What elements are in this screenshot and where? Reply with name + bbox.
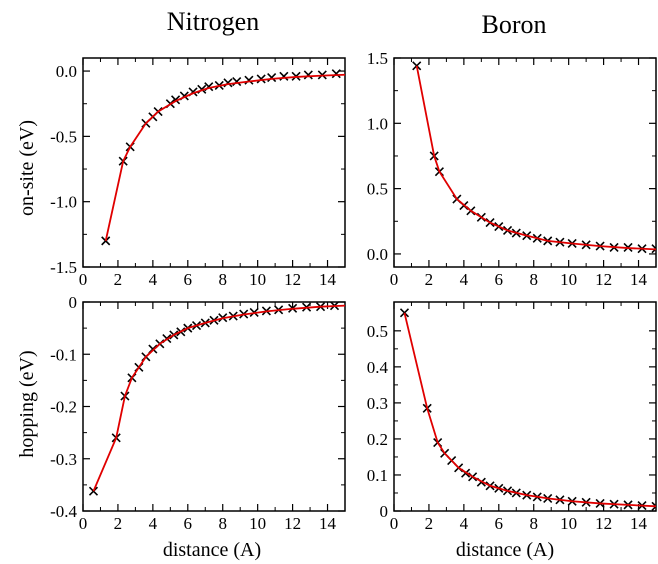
panel-nitrogen-hopping: 0 2 4 6 8 10 12 14 -0.4 -0.3 -0.2 -0.1 0 [50,293,346,533]
plot-frame [393,301,657,512]
x-tick-label: 2 [425,270,434,289]
y-tick-label: 0.4 [367,358,389,377]
y-tick-label: -0.5 [50,127,77,146]
x-tick-label: 8 [529,514,538,533]
plot-frame [82,57,346,268]
x-tick-label: 0 [390,514,399,533]
x-axis-label-left: distance (A) [163,539,261,561]
x-tick-label: 6 [495,270,504,289]
y-tick-label: 0.5 [367,180,388,199]
x-tick-label: 4 [460,514,469,533]
x-tick-label: 10 [560,514,577,533]
x-tick-label: 10 [560,270,577,289]
data-point-x-marker [256,74,266,84]
column-title-boron: Boron [482,10,547,39]
data-point-x-marker [232,76,242,87]
data-point-x-marker [303,70,313,80]
plot-area [412,61,656,254]
data-point-x-marker [412,61,422,71]
plot-area [101,69,345,246]
x-tick-label: 4 [460,270,469,289]
y-tick-label: 0.3 [367,394,388,413]
data-point-x-marker [267,73,277,83]
x-tick-label: 4 [149,514,158,533]
data-point-x-marker [88,486,99,496]
column-title-nitrogen: Nitrogen [167,7,259,36]
data-point-x-marker [331,69,341,79]
x-tick-label: 8 [529,270,538,289]
x-tick-label: 2 [114,514,123,533]
fit-line [104,73,345,242]
x-tick-label: 12 [284,514,301,533]
y-tick-label: 0.2 [367,430,388,449]
x-tick-label: 8 [218,270,227,289]
y-tick-label: 0 [380,502,389,521]
x-tick-label: 6 [184,270,193,289]
data-point-x-marker [244,75,254,85]
y-tick-label: 0.0 [56,62,77,81]
plot-frame [393,57,657,268]
x-tick-label: 14 [319,270,337,289]
y-tick-label: -0.1 [50,345,77,364]
y-tick-label: -0.4 [50,502,77,521]
x-tick-label: 4 [149,270,158,289]
panel-boron-hopping: 0 2 4 6 8 10 12 14 0 0.1 0.2 0.3 0.4 0.5 [367,301,657,533]
y-tick-label: -1.5 [50,258,77,277]
y-tick-label: -1.0 [50,193,77,212]
y-tick-label: 1.0 [367,114,388,133]
x-tick-label: 12 [595,270,612,289]
x-tick-label: 0 [79,270,88,289]
x-tick-label: 2 [114,270,123,289]
fit-line [403,312,656,508]
x-tick-label: 0 [79,514,88,533]
y-tick-label: 1.5 [367,49,388,68]
x-tick-label: 12 [595,514,612,533]
panel-nitrogen-onsite: 0 2 4 6 8 10 12 14 -1.5 -1.0 -0.5 0.0 [50,57,346,289]
x-tick-label: 10 [249,514,266,533]
x-tick-label: 0 [390,270,399,289]
row-label-hopping: hopping (eV) [16,350,38,457]
y-tick-label: -0.2 [50,398,77,417]
x-tick-label: 14 [630,270,648,289]
plot-area [399,308,656,511]
data-point-x-marker [223,78,233,88]
fit-line [92,304,345,492]
data-point-x-marker [651,244,656,254]
x-tick-label: 6 [495,514,504,533]
y-tick-label: 0.0 [367,245,388,264]
x-tick-label: 12 [284,270,301,289]
x-tick-label: 14 [319,514,337,533]
y-tick-label: 0 [69,293,78,312]
fit-line [415,65,656,251]
y-tick-label: -0.3 [50,450,77,469]
y-tick-label: 0.5 [367,322,388,341]
x-tick-label: 14 [630,514,648,533]
data-point-x-marker [279,71,289,81]
data-point-x-marker [651,501,656,511]
row-label-onsite: on-site (eV) [16,120,38,216]
panel-boron-onsite: 0 2 4 6 8 10 12 14 0.0 0.5 1.0 1.5 [367,49,657,289]
plot-area [88,302,345,496]
x-tick-label: 10 [249,270,266,289]
x-axis-label-right: distance (A) [456,539,554,561]
x-tick-label: 2 [425,514,434,533]
x-tick-label: 6 [184,514,193,533]
y-tick-label: 0.1 [367,466,388,485]
x-tick-label: 8 [218,514,227,533]
